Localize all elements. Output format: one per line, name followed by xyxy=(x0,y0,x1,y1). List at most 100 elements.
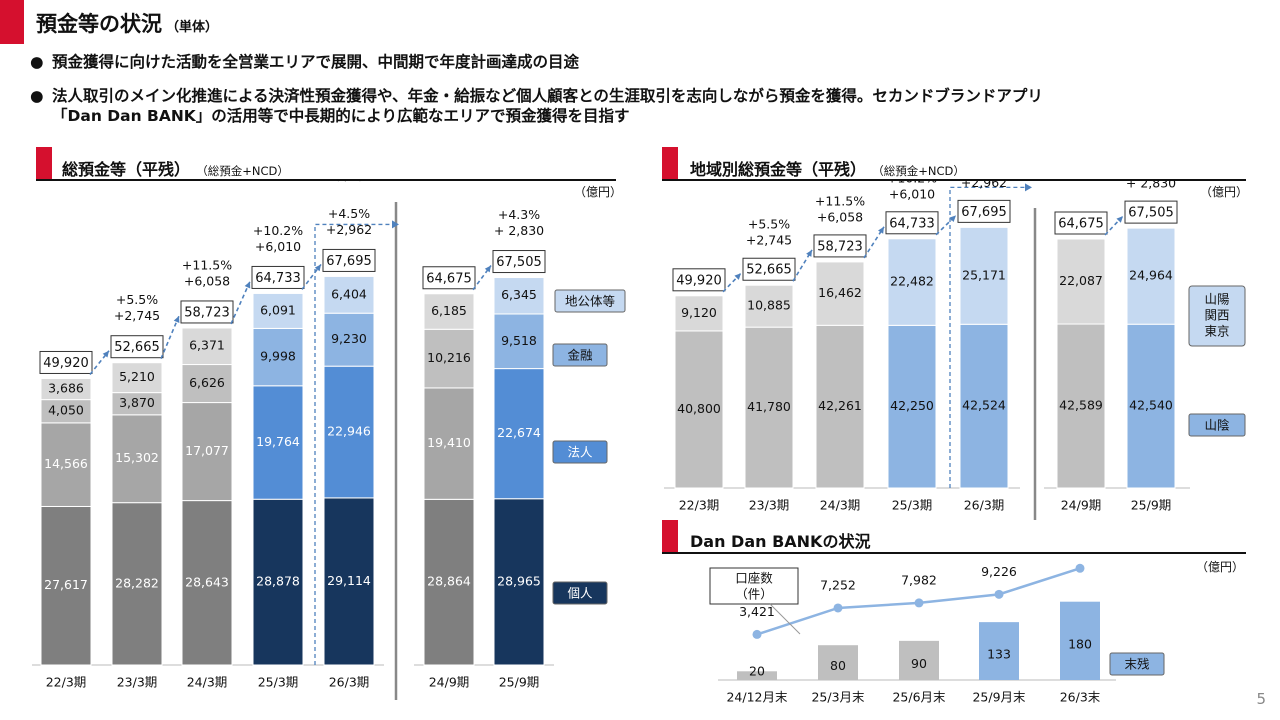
growth-pct-1: +5.5% xyxy=(116,292,158,307)
bar-label-法人-0: 14,566 xyxy=(44,456,88,471)
rtotal-2-box xyxy=(813,234,867,258)
legend-label-2: 法人 xyxy=(567,445,593,460)
d-x-tick-0: 24/12月末 xyxy=(726,690,788,705)
total-4: 67,695 xyxy=(326,254,372,269)
rgrowth-arrow-3-head xyxy=(878,226,884,234)
rtotal-3-box xyxy=(885,211,939,235)
rgrowth-arrow-1-head xyxy=(734,273,741,280)
bar-法人-5 xyxy=(423,387,475,500)
rbar-label-1-1: 10,885 xyxy=(747,298,791,313)
bar-label-個人-1: 28,282 xyxy=(115,575,159,590)
rx-tick-0: 22/3期 xyxy=(679,498,720,513)
rbar-label-0-1: 41,780 xyxy=(747,399,791,414)
rgrowth-arrow-2-head xyxy=(806,249,812,257)
rbar-label-1-2: 16,462 xyxy=(818,285,862,300)
rplan-frame xyxy=(949,186,1026,488)
rbar-label-0-4: 42,524 xyxy=(962,398,1006,413)
bar-label-地公体等-0: 3,686 xyxy=(48,381,84,396)
d-bar-label-4: 180 xyxy=(1068,636,1092,651)
left-unit: （億円） xyxy=(574,185,623,199)
bar-label-個人-4: 29,114 xyxy=(327,573,371,588)
dandan-section-rule xyxy=(662,552,1246,554)
growth-arrow-1-head xyxy=(102,350,109,358)
d-x-tick-4: 26/3末 xyxy=(1060,690,1101,705)
total-3-box xyxy=(251,265,305,289)
rx-tick-1: 23/3期 xyxy=(749,498,790,513)
total-0: 49,920 xyxy=(43,356,89,371)
bar-label-法人-2: 17,077 xyxy=(185,443,229,458)
rbar-1-6 xyxy=(1126,227,1176,325)
total-2-box xyxy=(180,300,234,324)
rbar-1-0 xyxy=(674,295,724,332)
d-callout-box xyxy=(709,567,799,605)
rbar-1-2 xyxy=(815,261,865,326)
bar-label-地公体等-1: 5,210 xyxy=(119,369,155,384)
total-3: 64,733 xyxy=(255,271,301,286)
bar-金融-6 xyxy=(493,313,545,370)
bar-個人-2 xyxy=(181,500,233,666)
bar-法人-2 xyxy=(181,402,233,502)
growth-arrow-6-head xyxy=(484,265,491,273)
total-0-box xyxy=(39,350,93,374)
bar-label-法人-4: 22,946 xyxy=(327,424,371,439)
growth-pct-4: +4.5% xyxy=(328,206,370,221)
rgrowth-arrow-6-head xyxy=(1116,216,1123,223)
rbar-label-0-2: 42,261 xyxy=(818,398,862,413)
total-4-box xyxy=(322,248,376,272)
rgrowth-amt-3: +6,010 xyxy=(889,186,935,201)
rx-tick-4: 26/3期 xyxy=(964,498,1005,513)
x-tick-3: 25/3期 xyxy=(258,675,299,690)
x-tick-4: 26/3期 xyxy=(329,675,370,690)
bar-label-金融-5: 10,216 xyxy=(427,350,471,365)
bar-label-個人-6: 28,965 xyxy=(497,573,541,588)
growth-pct-6: +4.3% xyxy=(498,207,540,222)
d-point-label-3: 9,226 xyxy=(981,564,1017,579)
rlegend-label-0-1: 関西 xyxy=(1204,308,1229,323)
bar-法人-6 xyxy=(493,368,545,500)
bar-label-法人-1: 15,302 xyxy=(115,450,159,465)
x-tick-2: 24/3期 xyxy=(187,675,228,690)
legend-swatch-1 xyxy=(552,343,608,367)
d-bar-0 xyxy=(737,671,777,680)
rtotal-6: 67,505 xyxy=(1128,206,1174,221)
rx-tick-5: 24/9期 xyxy=(1061,498,1102,513)
right-section-title: 地域別総預金等（平残） （総預金+NCD） xyxy=(690,160,965,179)
d-bar-label-1: 80 xyxy=(830,658,846,673)
d-bar-1 xyxy=(818,645,858,680)
growth-amt-1: +2,745 xyxy=(114,308,160,323)
bar-法人-1 xyxy=(111,414,163,504)
rtotal-4: 67,695 xyxy=(961,205,1007,220)
regional-deposits-chart: 40,800 9,120 22/3期 41,780 10,885 23/3期 42,261 1… xyxy=(664,180,1246,520)
rbar-label-1-4: 25,171 xyxy=(962,267,1006,282)
legend-label-3: 個人 xyxy=(567,586,593,601)
bar-label-金融-1: 3,870 xyxy=(119,395,155,410)
page-title: 預金等の状況 （単体） xyxy=(36,12,219,36)
bar-個人-1 xyxy=(111,502,163,666)
d-callout-leader xyxy=(769,603,801,635)
bar-個人-0 xyxy=(40,505,92,666)
rbar-label-0-0: 40,800 xyxy=(677,401,721,416)
rbar-label-0-5: 42,589 xyxy=(1059,398,1103,413)
d-bar-label-2: 90 xyxy=(911,656,927,671)
d-callout-0: 口座数 xyxy=(735,571,773,586)
rx-tick-2: 24/3期 xyxy=(820,498,861,513)
total-5: 64,675 xyxy=(426,271,472,286)
d-bar-label-0: 20 xyxy=(749,664,765,679)
d-x-tick-3: 25/9月末 xyxy=(972,690,1026,705)
d-legend-label: 末残 xyxy=(1124,657,1150,672)
rx-tick-3: 25/3期 xyxy=(892,498,933,513)
rtotal-3: 64,733 xyxy=(889,216,935,231)
rbar-1-3 xyxy=(887,238,937,326)
d-point-2 xyxy=(914,598,924,608)
left-section-accent xyxy=(36,147,52,179)
rtotal-2: 58,723 xyxy=(817,239,863,254)
rbar-label-1-5: 22,087 xyxy=(1059,273,1103,288)
rgrowth-amt-6: + 2,830 xyxy=(1126,180,1176,191)
rlegend-swatch-1 xyxy=(1188,413,1246,437)
rbar-1-1 xyxy=(744,284,794,328)
rx-tick-6: 25/9期 xyxy=(1131,498,1172,513)
dandan-unit: （億円） xyxy=(1196,560,1245,574)
rbar-label-1-6: 24,964 xyxy=(1129,268,1173,283)
d-bar-2 xyxy=(899,640,939,680)
bullet-2-cont: 「Dan Dan BANK」の活用等で中長期的により広範なエリアで預金獲得を目指… xyxy=(52,107,630,125)
